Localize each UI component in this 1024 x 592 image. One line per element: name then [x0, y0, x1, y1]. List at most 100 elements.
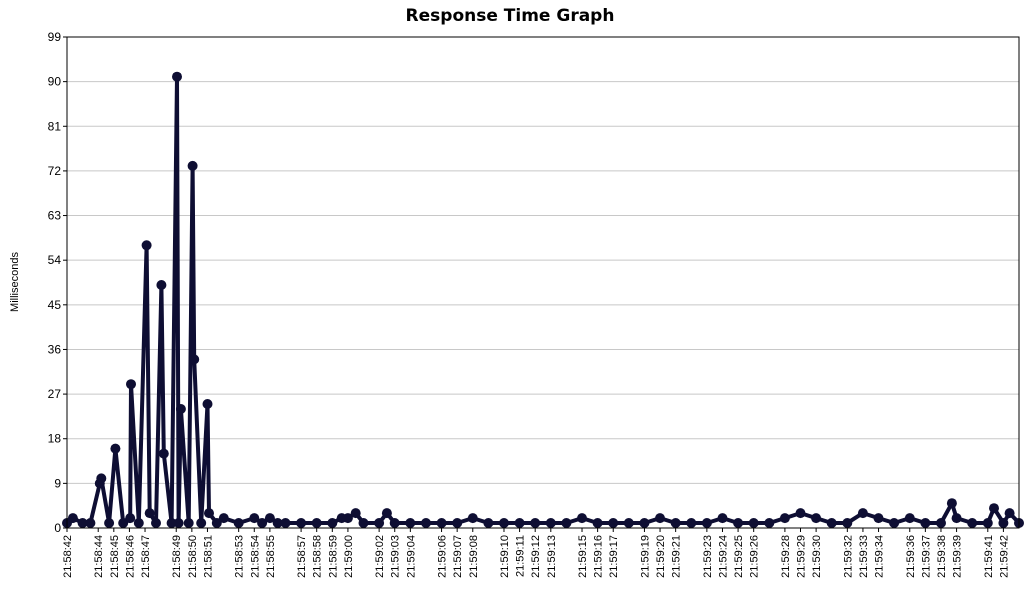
data-point [233, 518, 244, 528]
data-point [998, 518, 1009, 528]
data-point [764, 518, 775, 528]
x-tick-label: 21:59:37 [920, 535, 932, 578]
data-point [889, 518, 900, 528]
data-point [842, 518, 853, 528]
data-point [144, 508, 155, 519]
data-point [592, 518, 603, 528]
data-point [967, 518, 978, 528]
x-tick-label: 21:59:23 [702, 535, 714, 578]
x-tick-label: 21:59:16 [593, 535, 605, 578]
data-point [795, 508, 806, 519]
x-tick-label: 21:58:55 [265, 535, 277, 578]
x-tick-label: 21:59:13 [546, 535, 558, 578]
y-tick-label: 81 [48, 119, 62, 133]
x-tick-label: 21:59:36 [905, 535, 917, 578]
x-tick-label: 21:58:59 [327, 535, 339, 578]
data-point [110, 443, 121, 454]
x-tick-label: 21:58:49 [171, 535, 183, 578]
data-point [530, 518, 541, 528]
data-point [166, 518, 177, 528]
y-tick-label: 27 [48, 387, 62, 401]
x-tick-label: 21:59:32 [842, 535, 854, 578]
y-axis-label: Milliseconds [9, 252, 21, 312]
data-point [272, 518, 283, 528]
data-point [67, 513, 78, 524]
y-tick-label: 99 [48, 30, 62, 44]
x-tick-label: 21:59:30 [811, 535, 823, 578]
x-tick-label: 21:59:03 [390, 535, 402, 578]
data-point [989, 503, 999, 514]
data-point [436, 518, 447, 528]
data-point [202, 399, 213, 409]
data-point [183, 518, 194, 528]
x-tick-label: 21:59:41 [983, 535, 995, 578]
data-point [701, 518, 712, 528]
x-tick-label: 21:58:58 [312, 535, 324, 578]
y-tick-label: 36 [48, 342, 62, 356]
data-point [779, 513, 790, 524]
data-point [374, 518, 385, 528]
data-point [249, 513, 260, 524]
y-tick-label: 18 [48, 432, 62, 446]
y-tick-label: 63 [48, 209, 62, 223]
x-tick-label: 21:58:44 [93, 535, 105, 578]
data-point [85, 518, 96, 528]
data-point [748, 518, 759, 528]
x-tick-label: 21:58:57 [296, 535, 308, 578]
data-point [405, 518, 416, 528]
data-point [499, 518, 509, 528]
data-point [141, 240, 152, 251]
data-point [514, 518, 525, 528]
data-point [545, 518, 556, 528]
data-point [196, 518, 207, 528]
x-tick-label: 21:59:19 [639, 535, 651, 578]
data-point [623, 518, 634, 528]
x-tick-label: 21:58:51 [203, 535, 215, 578]
x-tick-label: 21:59:20 [655, 535, 667, 578]
data-point [686, 518, 697, 528]
series-line [65, 74, 1021, 525]
x-tick-label: 21:58:47 [140, 535, 152, 578]
x-tick-label: 21:59:39 [952, 535, 964, 578]
data-point [173, 518, 184, 528]
y-axis-ticks: 0 9 18 27 36 45 54 63 72 81 90 99 [48, 30, 67, 535]
x-tick-label: 21:59:04 [405, 535, 417, 578]
x-tick-label: 21:59:07 [452, 535, 464, 578]
data-point [204, 508, 214, 519]
x-tick-label: 21:59:17 [608, 535, 620, 578]
x-tick-label: 21:59:24 [718, 535, 730, 578]
series-layer [62, 71, 1024, 528]
y-tick-label: 9 [54, 476, 61, 490]
y-tick-label: 72 [48, 164, 62, 178]
data-point [1004, 508, 1015, 519]
data-point [608, 518, 619, 528]
data-point [156, 280, 167, 290]
data-point [904, 513, 915, 524]
data-point [126, 379, 136, 390]
data-point [946, 498, 957, 509]
data-point [211, 518, 222, 528]
x-tick-label: 21:59:26 [749, 535, 761, 578]
x-tick-label: 21:59:12 [530, 535, 542, 578]
data-point [125, 513, 136, 524]
data-point [655, 513, 665, 524]
data-point [133, 518, 144, 528]
data-point [857, 508, 868, 519]
data-point [826, 518, 837, 528]
x-tick-label: 21:59:08 [468, 535, 480, 578]
x-tick-label: 21:59:38 [936, 535, 948, 578]
x-tick-label: 21:59:11 [515, 535, 527, 577]
data-point [350, 508, 361, 519]
plot-area-frame [66, 36, 1020, 529]
x-tick-label: 21:59:25 [733, 535, 745, 578]
x-tick-label: 21:59:15 [577, 535, 589, 578]
data-point [264, 513, 275, 524]
data-point [561, 518, 572, 528]
y-tick-label: 0 [54, 521, 61, 535]
x-tick-label: 21:58:54 [249, 535, 261, 578]
x-tick-label: 21:58:42 [62, 535, 74, 578]
data-point [172, 71, 182, 82]
data-point [982, 518, 993, 528]
data-point [118, 518, 129, 528]
data-point [96, 473, 107, 484]
